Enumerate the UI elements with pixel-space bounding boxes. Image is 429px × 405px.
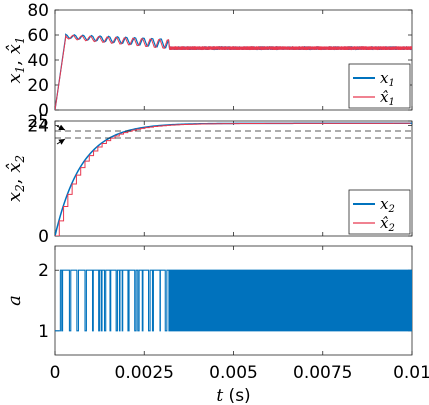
y-tick-label: 40 — [27, 51, 49, 71]
y-tick-label: 80 — [27, 1, 49, 21]
y-tick-label: 2 — [38, 261, 49, 281]
x-axis: 0 0.0025 0.005 0.0075 0.01 t (s) — [50, 363, 429, 405]
legend-label: x2 — [380, 195, 395, 215]
x-tick-label: 0 — [50, 363, 61, 383]
y-tick-label: 60 — [27, 26, 49, 46]
series-line-x2-hat — [55, 122, 411, 236]
arrow-upper — [56, 124, 66, 131]
legend: x1x̂1 — [348, 63, 411, 109]
x-tick-label: 0.005 — [209, 363, 258, 383]
legend-box — [348, 63, 411, 109]
legend-label: x1 — [380, 69, 395, 89]
plot-area — [55, 269, 412, 332]
legend-label: x̂1 — [380, 88, 395, 108]
x-tick-label: 0.0025 — [115, 363, 174, 383]
y-tick-label: 24 — [27, 117, 49, 137]
panel-3: 1 2 a — [4, 245, 413, 356]
legend-box — [348, 189, 411, 235]
x-tick-label: 0.01 — [393, 363, 429, 383]
y-tick-label: 1 — [38, 322, 49, 342]
x-axis-label: t (s) — [216, 386, 250, 405]
x-tick-label: 0.0075 — [293, 363, 352, 383]
y-tick-label: 20 — [27, 76, 49, 96]
y-tick-label: 25 — [27, 112, 49, 132]
series-line-x1-hat — [55, 34, 412, 110]
y-axis-label: x2, x̂2 — [4, 155, 27, 202]
legend: x2x̂2 — [348, 189, 411, 235]
y-axis-label: a — [4, 295, 25, 306]
arrow-lower — [56, 138, 66, 145]
series-line-a — [55, 269, 412, 332]
plot-area — [55, 122, 412, 236]
legend-label: x̂2 — [380, 214, 395, 234]
plot-area — [55, 33, 412, 110]
y-tick-label: 0 — [38, 101, 49, 121]
y-axis-label: x1, x̂1 — [4, 36, 27, 83]
y-tick-label: 0 — [38, 227, 49, 247]
